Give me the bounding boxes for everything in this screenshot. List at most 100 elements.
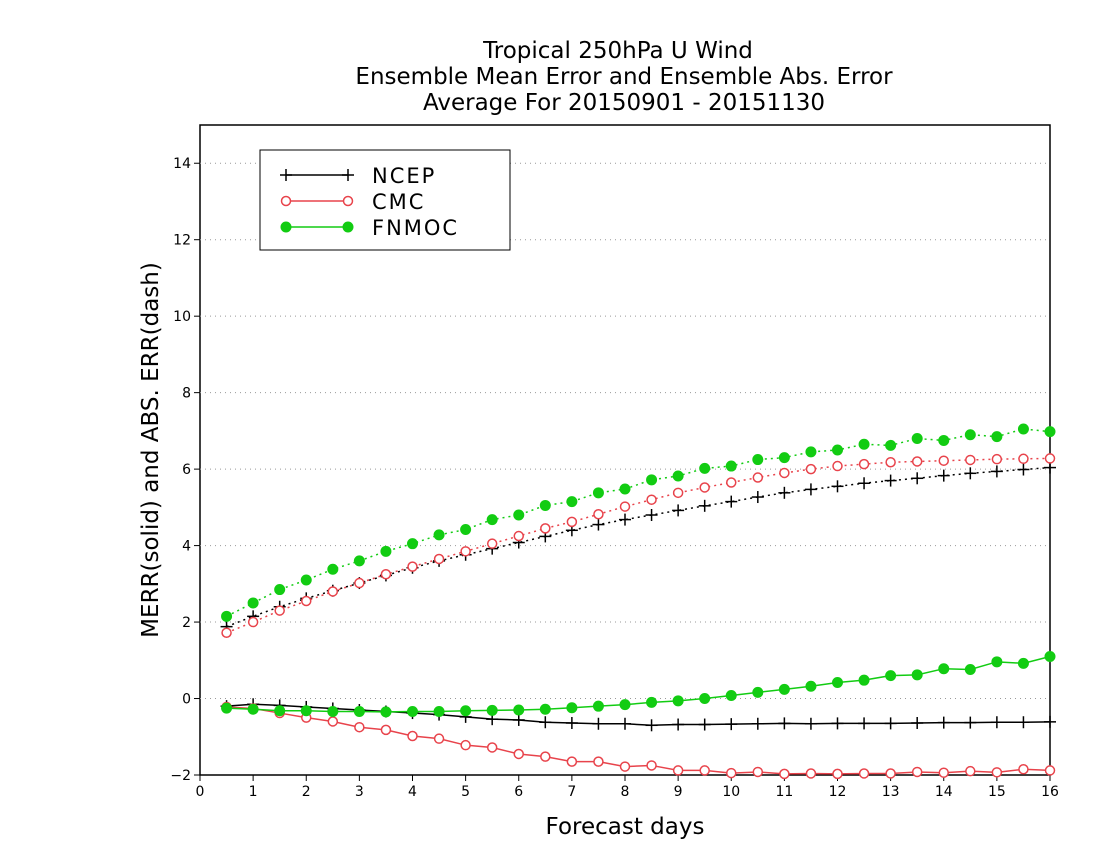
cmc-abs-err-point [380,569,392,580]
y-tick-label: 8 [182,386,191,402]
ncep-abs-err-point [619,513,631,526]
y-axis: −2 0 2 4 6 8 10 12 14 [170,156,200,784]
ncep-abs-err-point [858,477,871,490]
legend-marker [342,221,354,233]
fnmoc-abs-err-point [221,610,233,622]
cmc-abs-err-point [247,616,259,628]
cmc-merr-point [699,765,710,776]
fnmoc-merr-point [699,693,711,705]
cmc-abs-err-point [407,561,418,572]
fnmoc-abs-err-point [699,462,711,474]
cmc-merr-point [1018,764,1029,775]
ncep-abs-err-point [964,467,977,480]
fnmoc-merr-point [832,676,843,688]
fnmoc-merr-point [938,663,950,675]
chart-title-line-2: Ensemble Mean Error and Ensemble Abs. Er… [355,64,893,90]
series-layer [220,423,1056,780]
legend-marker [280,169,292,181]
cmc-merr-point [407,730,418,742]
cmc-merr-point [486,742,498,753]
ncep-merr-point [911,717,924,729]
x-tick-label: 4 [408,784,417,800]
ncep-abs-err-point [990,465,1003,478]
fnmoc-abs-err-point [805,446,817,458]
ncep-merr-point [539,716,552,729]
fnmoc-abs-err-point [832,444,843,456]
fnmoc-abs-err-point [672,470,684,482]
fnmoc-merr-point [646,696,658,708]
x-axis-label: Forecast days [546,814,705,840]
ncep-merr-point [884,717,897,730]
cmc-abs-err-point [911,456,923,467]
fnmoc-abs-err-point [619,483,631,495]
y-tick-label: 14 [173,156,191,172]
cmc-abs-err-point [327,586,339,597]
fnmoc-merr-line [226,655,1051,713]
ncep-abs-err-point [1017,463,1030,476]
fnmoc-merr-point [991,656,1003,668]
legend-marker [342,195,354,207]
fnmoc-merr-point [778,683,790,695]
cmc-merr-point [619,761,631,772]
x-tick-label: 2 [302,784,311,800]
cmc-abs-err-line [226,457,1051,634]
ncep-abs-err-line [226,466,1051,628]
x-tick-label: 14 [935,784,953,800]
cmc-abs-err-point [672,487,684,499]
cmc-merr-point [593,756,604,767]
cmc-merr-line [226,706,1051,775]
cmc-abs-err-point [460,546,471,557]
ncep-merr-point [725,718,738,731]
fnmoc-abs-err-point [433,529,445,541]
cmc-merr-point [646,760,657,771]
ncep-merr-point [672,718,685,731]
legend-marker [280,221,292,233]
cmc-abs-err-point [433,553,445,565]
cmc-merr-point [832,768,843,780]
legend-label: NCEP [372,164,436,188]
fnmoc-abs-err-point [486,514,498,526]
y-tick-label: 12 [173,233,191,249]
fnmoc-merr-point [433,706,445,718]
cmc-abs-err-point [991,453,1003,465]
fnmoc-abs-err-point [513,509,525,521]
y-axis-label: MERR(solid) and ABS. ERR(dash) [138,262,164,638]
fnmoc-merr-point [805,680,817,692]
ncep-merr-point [778,717,791,730]
cmc-abs-err-point [938,455,949,466]
cmc-abs-err-point [858,458,870,470]
ncep-merr-point [1017,716,1030,729]
cmc-merr-point [858,768,870,779]
fnmoc-abs-err-point [592,487,604,499]
legend-box [259,149,511,251]
fnmoc-merr-point [327,706,339,718]
y-tick-label: −2 [170,768,191,784]
cmc-abs-err-point [726,477,737,488]
ncep-abs-err-point [937,469,950,482]
fnmoc-merr-point [619,699,631,711]
cmc-merr-point [380,724,392,736]
ncep-merr-line [226,703,1051,727]
ncep-abs-err-point [672,504,685,517]
fnmoc-abs-err-point [274,584,286,596]
x-axis: 0 1 2 3 4 5 6 7 8 9 10 11 12 13 14 15 16 [196,775,1059,800]
y-tick-label: 6 [182,462,191,478]
cmc-merr-point [672,765,684,776]
y-tick-label: 2 [182,615,191,631]
cmc-merr-point [460,739,471,751]
cmc-abs-err-point [274,605,285,616]
fnmoc-merr-point [539,703,551,715]
fnmoc-merr-point [964,663,976,675]
cmc-abs-err-point [354,577,365,589]
ncep-abs-err-point [725,495,738,508]
cmc-abs-err-point [752,472,764,483]
ncep-merr-point [990,716,1003,729]
ncep-merr-point [858,717,871,730]
ncep-merr-point [645,719,658,732]
fnmoc-abs-err-point [539,499,551,511]
ncep-merr-point [512,713,525,726]
fnmoc-merr-point [885,670,897,682]
cmc-abs-err-point [221,627,232,639]
cmc-abs-err-point [1018,453,1029,465]
